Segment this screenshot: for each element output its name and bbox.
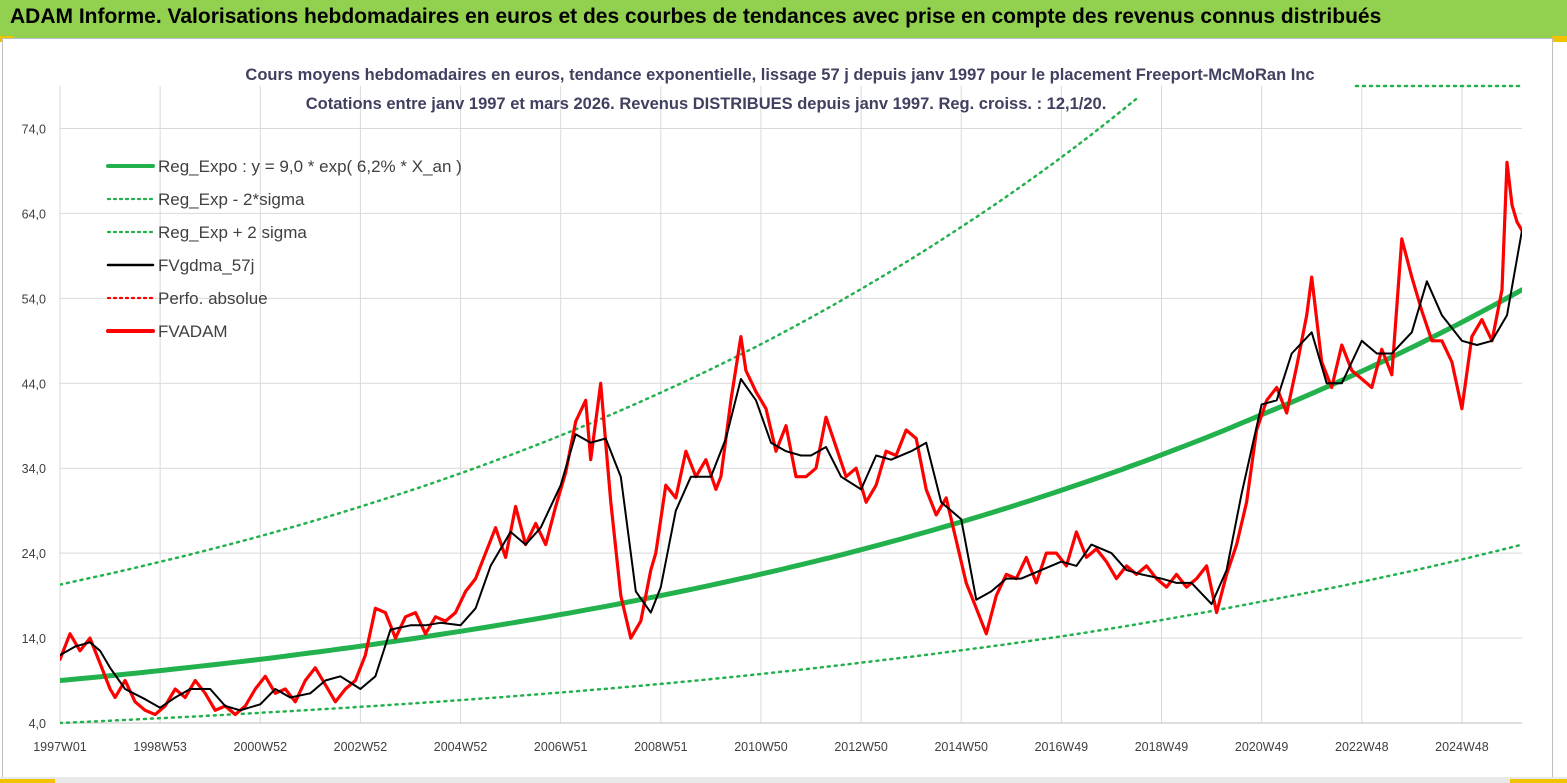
legend-label: FVgdma_57j [158, 256, 254, 275]
x-tick-label: 2008W51 [634, 740, 688, 754]
x-tick-label: 2022W48 [1335, 740, 1389, 754]
y-tick-label: 14,0 [22, 632, 46, 646]
y-tick-label: 4,0 [29, 717, 46, 731]
legend-label: Reg_Exp + 2 sigma [158, 223, 307, 242]
lower-band-line [60, 543, 1522, 725]
trend-line [60, 287, 1522, 683]
x-tick-label: 2000W52 [234, 740, 288, 754]
x-tick-label: 2010W50 [734, 740, 788, 754]
y-tick-label: 34,0 [22, 462, 46, 476]
y-tick-label: 64,0 [22, 207, 46, 221]
legend-label: Reg_Expo : y = 9,0 * exp( 6,2% * X_an ) [158, 157, 462, 176]
fvadam-line [60, 160, 1522, 717]
x-tick-label: 2012W50 [834, 740, 888, 754]
bottom-accent-right [1510, 779, 1567, 783]
x-tick-label: 1997W01 [33, 740, 87, 754]
header-accent-right [1552, 36, 1567, 42]
legend-label: Perfo. absolue [158, 289, 268, 308]
y-tick-label: 24,0 [22, 547, 46, 561]
chart-subtitle: Cotations entre janv 1997 et mars 2026. … [306, 95, 1107, 113]
legend-label: Reg_Exp - 2*sigma [158, 190, 305, 209]
y-tick-label: 44,0 [22, 377, 46, 391]
gdma-line [60, 229, 1522, 712]
x-tick-label: 1998W53 [133, 740, 187, 754]
x-tick-label: 2018W49 [1135, 740, 1189, 754]
x-tick-label: 2024W48 [1435, 740, 1489, 754]
legend-label: FVADAM [158, 322, 228, 341]
grid [59, 86, 1522, 724]
x-tick-label: 2006W51 [534, 740, 588, 754]
bottom-scrollbar[interactable] [0, 777, 1567, 783]
y-tick-label: 54,0 [22, 292, 46, 306]
legend: Reg_Expo : y = 9,0 * exp( 6,2% * X_an ) R… [106, 157, 462, 341]
x-tick-label: 2020W49 [1235, 740, 1289, 754]
x-tick-label: 2016W49 [1035, 740, 1089, 754]
x-tick-label: 2002W52 [334, 740, 388, 754]
bottom-accent-left [0, 779, 55, 783]
series-group [60, 84, 1522, 725]
y-tick-label: 74,0 [22, 122, 46, 136]
report-title: ADAM Informe. Valorisations hebdomadaire… [10, 5, 1382, 28]
axes: 4,0 14,0 24,0 34,0 44,0 54,0 64,0 74,0 1997W01 19… [22, 122, 1522, 754]
x-tick-label: 2004W52 [434, 740, 488, 754]
chart-title: Cours moyens hebdomadaires en euros, ten… [245, 66, 1314, 84]
report-header: ADAM Informe. Valorisations hebdomadaire… [0, 0, 1567, 38]
x-tick-label: 2014W50 [934, 740, 988, 754]
upper-band-line [60, 97, 1138, 586]
